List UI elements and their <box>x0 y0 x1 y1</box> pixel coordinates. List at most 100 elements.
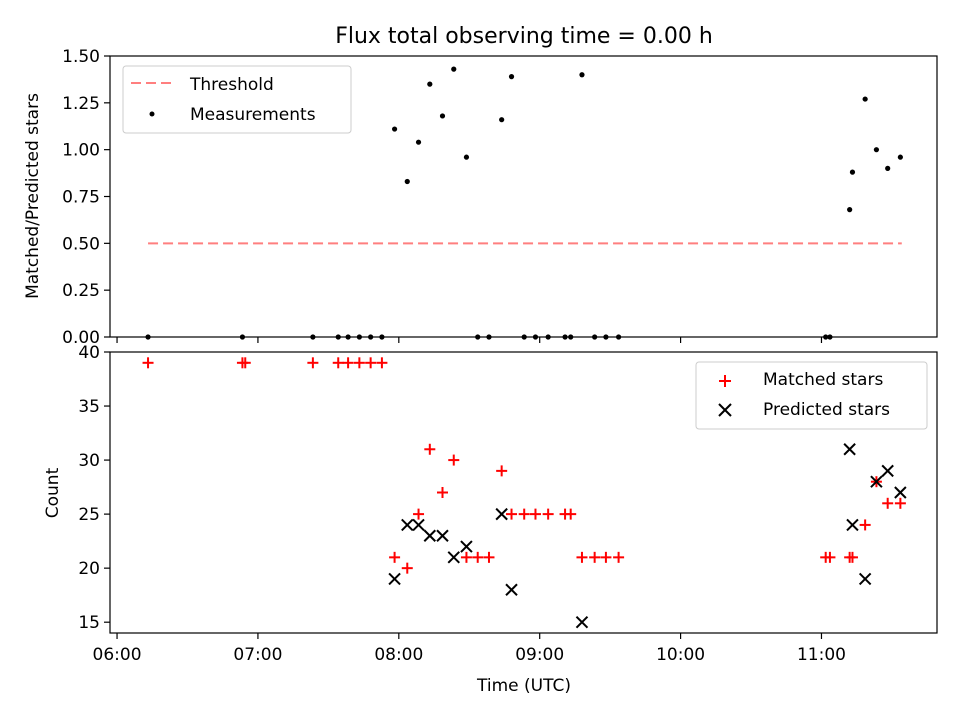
predicted-star-marker-b <box>412 518 425 532</box>
measurement-point <box>439 113 446 119</box>
predicted-star-marker-b <box>575 615 589 629</box>
predicted-star-marker-b <box>460 540 473 553</box>
top-y-axis: 0.00 0.25 0.50 0.75 1.00 1.25 1.50 <box>62 47 110 348</box>
measurement-point <box>592 334 598 340</box>
matched-star-point <box>424 443 436 455</box>
measurement-point <box>475 334 481 340</box>
bottom-legend-box <box>695 361 928 430</box>
matched-star-point <box>846 551 858 563</box>
matched-star-point <box>496 465 508 477</box>
top-y-axis-label: Matched/Predicted stars <box>23 93 43 299</box>
matched-star-point <box>413 508 425 520</box>
measurement-point <box>379 334 385 340</box>
predicted-star-point <box>495 507 508 521</box>
predicted-star-point <box>460 540 473 553</box>
matched-star-point <box>239 357 251 369</box>
matched-star-point <box>576 551 588 563</box>
matched-star-point <box>824 551 836 563</box>
matched-star-point <box>353 357 365 369</box>
measurement-point <box>579 72 585 78</box>
matched-star-point <box>332 357 344 369</box>
bottom-panel-frame <box>109 351 938 634</box>
measurement-point <box>521 334 527 340</box>
top-y-tick-label: 1.50 <box>62 47 100 67</box>
bottom-y-tick-label: 15 <box>78 613 100 633</box>
top-legend-box <box>122 65 352 134</box>
predicted-star-point <box>870 475 883 488</box>
measurement-point <box>562 334 568 340</box>
predicted-star-point <box>447 551 460 564</box>
measurement-point <box>345 334 351 340</box>
predicted-star-marker-b <box>447 551 460 564</box>
measurements-series <box>145 66 903 340</box>
predicted-star-marker-b <box>495 507 508 521</box>
top-y-tick-label: 1.25 <box>62 94 100 114</box>
measurement-point <box>615 334 622 340</box>
matched-star-point <box>542 508 554 520</box>
legend-measurements-label: Measurements <box>190 105 316 125</box>
measurement-point <box>545 334 551 340</box>
legend-threshold-label: Threshold <box>189 75 274 95</box>
measurement-point <box>603 334 609 340</box>
measurement-point <box>391 126 398 132</box>
matched-star-point <box>894 497 906 509</box>
matched-star-point <box>376 357 388 369</box>
matched-star-point <box>600 551 612 563</box>
predicted-star-marker-b <box>505 583 518 596</box>
predicted-star-marker-b <box>388 572 401 586</box>
measurement-point <box>335 334 341 340</box>
matched-star-point <box>483 551 495 563</box>
matched-star-point <box>882 497 894 509</box>
matched-star-point <box>589 551 601 563</box>
measurement-point <box>508 74 515 80</box>
measurement-point <box>451 66 457 72</box>
bottom-panel-plot: 15 20 25 30 35 40 06:00 07:00 08:00 09:00 10:00 11… <box>43 343 938 696</box>
predicted-star-marker-b <box>858 572 872 586</box>
predicted-star-marker-b <box>843 443 856 456</box>
matched-star-point <box>365 357 377 369</box>
predicted-star-point <box>575 615 589 629</box>
bottom-x-tick-label: 06:00 <box>93 645 142 665</box>
predicted-star-marker-b <box>423 529 437 542</box>
top-y-tick-label: 0.50 <box>62 234 100 254</box>
matched-star-point <box>529 508 541 520</box>
measurement-point <box>368 334 374 340</box>
matched-star-point <box>307 357 319 369</box>
matched-star-point <box>342 357 354 369</box>
top-y-tick-label: 0.00 <box>62 328 100 348</box>
chart-title: Flux total observing time = 0.00 h <box>335 24 713 49</box>
bottom-y-tick-label: 30 <box>78 451 100 471</box>
predicted-star-marker-b <box>894 486 907 499</box>
predicted-star-marker-b <box>881 464 894 478</box>
predicted-star-marker-b <box>846 518 859 532</box>
measurement-point <box>427 81 433 87</box>
measurement-point <box>849 169 856 175</box>
bottom-x-tick-label: 10:00 <box>656 645 705 665</box>
legend-matched-label: Matched stars <box>763 370 883 390</box>
bottom-y-tick-label: 25 <box>78 505 100 525</box>
measurement-point <box>568 334 574 340</box>
measurement-point <box>827 334 833 340</box>
top-y-tick-label: 1.00 <box>62 141 100 161</box>
predicted-star-point <box>894 486 907 499</box>
bottom-x-axis-label: Time (UTC) <box>476 676 571 696</box>
legend-predicted-swatch <box>718 403 732 417</box>
top-x-axis <box>116 337 823 343</box>
matched-star-point <box>448 454 460 466</box>
bottom-x-tick-label: 11:00 <box>797 645 846 665</box>
predicted-star-point <box>388 572 401 586</box>
bottom-y-axis-label: Count <box>43 467 63 518</box>
bottom-y-tick-label: 40 <box>78 343 100 363</box>
measurement-point <box>145 334 151 340</box>
matched-star-point <box>436 487 448 498</box>
measurement-point <box>239 334 246 340</box>
matched-star-point <box>565 508 577 520</box>
bottom-y-tick-label: 35 <box>78 397 100 417</box>
top-y-tick-label: 0.75 <box>62 188 100 208</box>
measurement-point <box>885 165 891 171</box>
predicted-star-point <box>843 443 856 456</box>
matched-star-point <box>859 519 871 531</box>
predicted-star-marker-b <box>401 518 414 532</box>
predicted-stars-series <box>388 443 907 629</box>
